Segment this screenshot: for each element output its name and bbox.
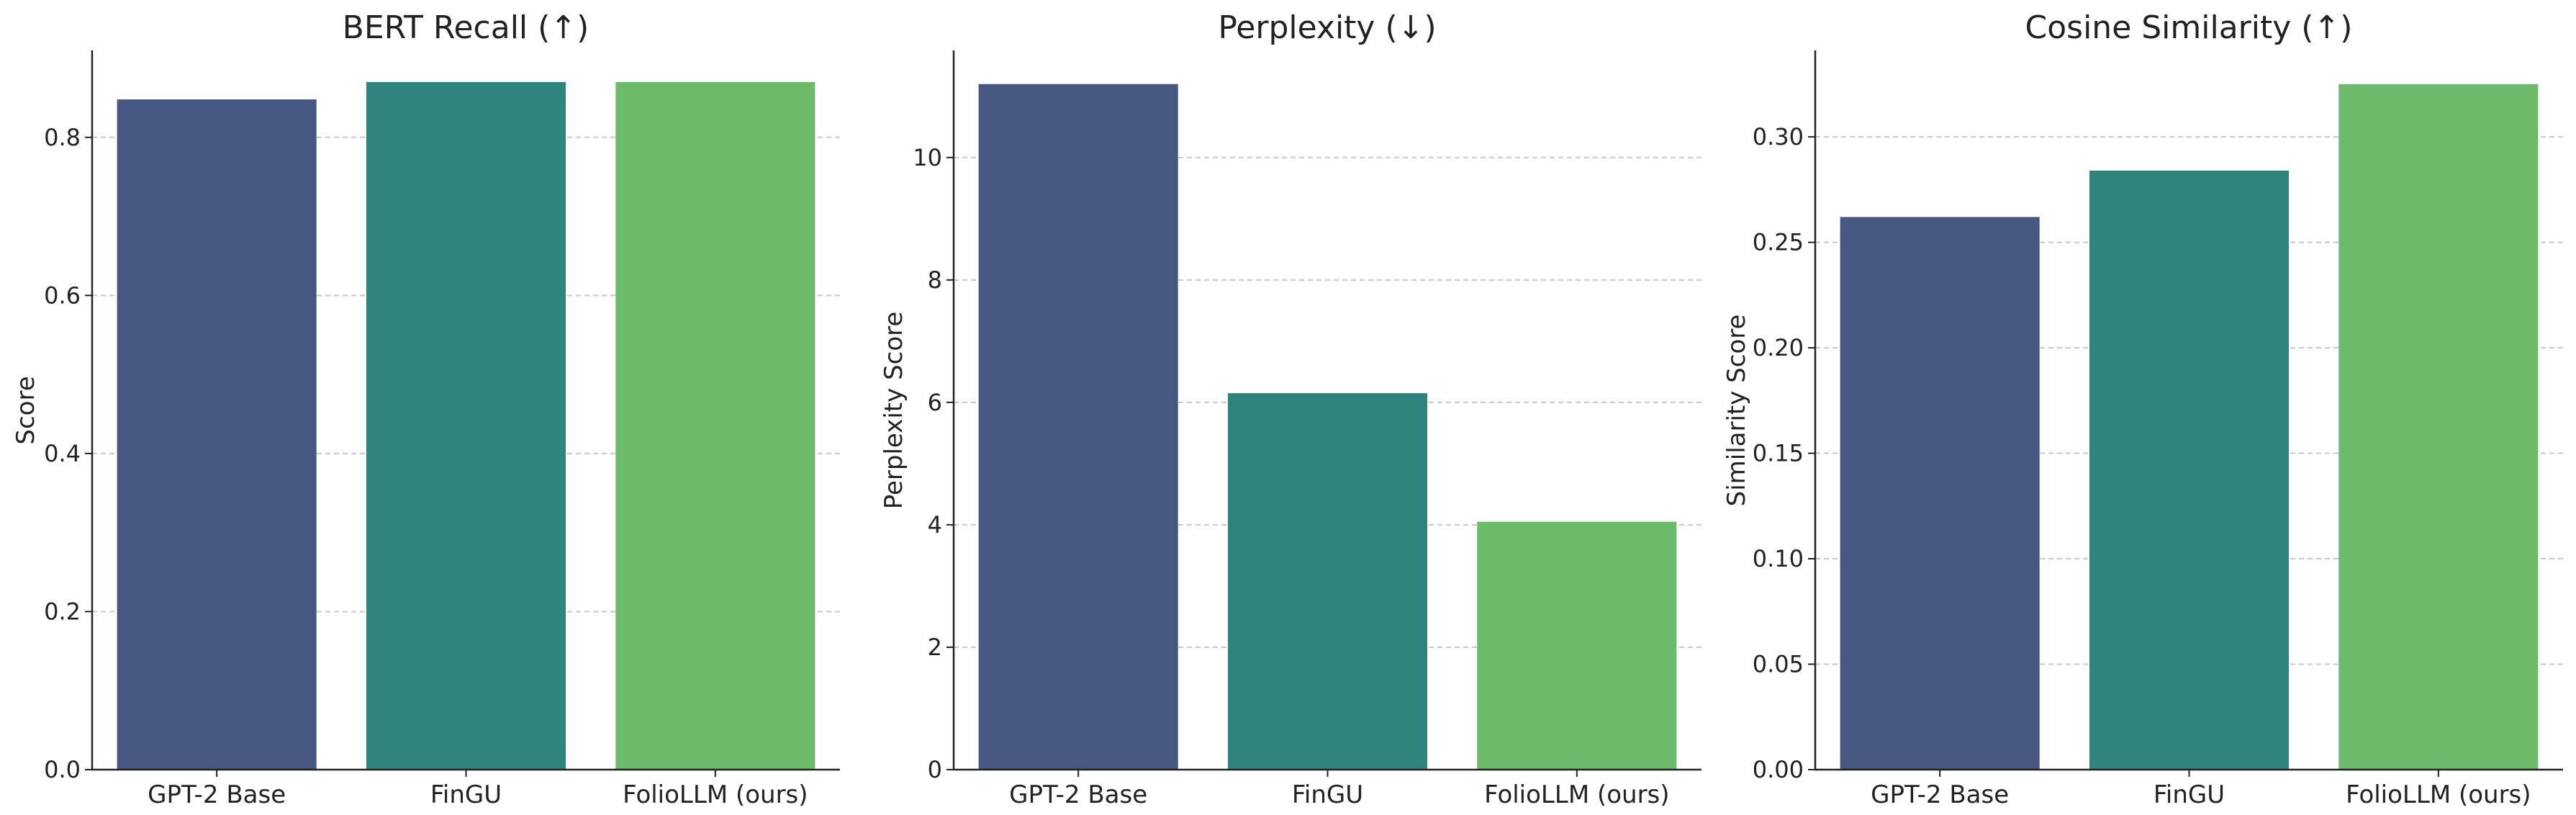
bar	[978, 84, 1178, 770]
y-tick-label: 4	[928, 511, 942, 539]
y-tick-label: 0.0	[44, 756, 81, 783]
y-tick-label: 0.8	[44, 124, 81, 151]
y-axis-label: Perplexity Score	[880, 312, 908, 510]
bars	[1840, 84, 2539, 770]
y-tick-label: 0.00	[1753, 756, 1804, 783]
y-tick-label: 8	[928, 266, 942, 294]
y-tick-label: 0.30	[1753, 123, 1804, 150]
y-axis-label: Score	[12, 376, 40, 444]
bar	[1840, 217, 2040, 770]
axis-spines	[91, 50, 840, 771]
bar	[2338, 84, 2539, 770]
x-tick-label: FinGU	[1292, 780, 1363, 809]
x-ticks: GPT-2 Base FinGU FolioLLM (ours)	[1871, 770, 2531, 809]
y-tick-label: 0.25	[1753, 229, 1804, 256]
bars	[978, 84, 1677, 770]
bar	[2089, 170, 2290, 770]
y-tick-label: 10	[913, 144, 942, 171]
x-tick-label: FinGU	[430, 780, 502, 809]
bar	[366, 81, 566, 770]
y-tick-label: 0.10	[1753, 545, 1804, 572]
bar	[1227, 393, 1428, 770]
y-tick-label: 0.05	[1753, 651, 1804, 678]
y-ticks: 0.00 0.05 0.10 0.15 0.20 0.25 0.30	[1753, 123, 1815, 783]
bar	[1477, 521, 1677, 770]
x-tick-label: GPT-2 Base	[1009, 780, 1147, 809]
bars	[117, 81, 815, 770]
x-tick-label: FolioLLM (ours)	[623, 780, 808, 809]
cosine-similarity-panel: Cosine Similarity (↑) Similarity Score 0…	[1722, 9, 2563, 809]
y-tick-label: 0.6	[44, 282, 81, 309]
x-tick-label: FolioLLM (ours)	[1484, 780, 1669, 809]
chart-title: Perplexity (↓)	[1218, 9, 1436, 46]
chart-title: BERT Recall (↑)	[343, 9, 589, 46]
x-tick-label: FolioLLM (ours)	[2346, 780, 2531, 809]
chart-title: Cosine Similarity (↑)	[2025, 9, 2353, 46]
bert-recall-panel: BERT Recall (↑) Score 0.0 0.2 0.4 0.6 0.8 GP…	[12, 9, 840, 809]
perplexity-panel: Perplexity (↓) Perplexity Score 0246810 …	[880, 9, 1701, 809]
x-tick-label: GPT-2 Base	[1871, 780, 2009, 809]
y-ticks: 0 2 4 6 8 10	[913, 144, 954, 783]
axis-spines	[952, 50, 1701, 771]
y-tick-label: 2	[928, 634, 942, 661]
y-ticks: 0.0 0.2 0.4 0.6 0.8	[44, 124, 92, 783]
y-tick-label: 0.15	[1753, 440, 1804, 467]
x-ticks: GPT-2 Base FinGU FolioLLM (ours)	[1009, 770, 1670, 809]
y-tick-label: 0.4	[44, 440, 81, 467]
bar	[615, 81, 815, 770]
y-tick-label: 0.2	[44, 598, 81, 625]
y-tick-label: 0.20	[1753, 334, 1804, 361]
x-tick-label: FinGU	[2154, 780, 2225, 809]
y-tick-label: 6	[928, 389, 942, 416]
axis-spines	[1814, 50, 2563, 771]
y-axis-label: Similarity Score	[1722, 315, 1751, 507]
y-tick-label: 0	[928, 756, 942, 783]
x-ticks: GPT-2 Base FinGU FolioLLM (ours)	[148, 770, 808, 809]
x-tick-label: GPT-2 Base	[148, 780, 286, 809]
bar	[117, 99, 317, 770]
